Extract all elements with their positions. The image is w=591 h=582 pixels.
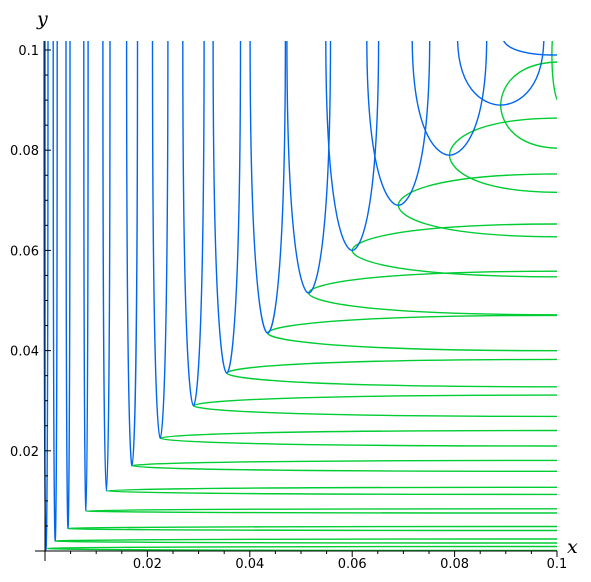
green-trajectory — [46, 545, 557, 552]
y-tick-label: 0.06 — [10, 244, 39, 259]
green-trajectories — [46, 41, 557, 552]
green-trajectory — [266, 314, 557, 352]
blue-trajectories — [43, 41, 557, 551]
green-trajectory — [131, 459, 557, 472]
green-trajectory — [448, 117, 557, 193]
blue-trajectory — [102, 41, 111, 492]
y-tick-label: 0.02 — [10, 445, 39, 460]
x-tick-label: 0.02 — [133, 557, 162, 572]
x-ticks: 0.02 0.04 0.06 0.08 0.1 — [70, 551, 568, 572]
blue-trajectory — [125, 41, 139, 467]
blue-trajectory — [151, 41, 169, 440]
blue-trajectory — [65, 41, 71, 530]
y-ticks: 0.02 0.04 0.06 0.08 0.1 — [10, 44, 51, 527]
green-trajectory — [307, 270, 557, 316]
x-tick-label: 0.04 — [235, 557, 264, 572]
blue-trajectory — [212, 41, 242, 374]
blue-trajectory — [52, 41, 58, 542]
green-trajectory — [105, 486, 557, 496]
green-trajectory — [54, 538, 557, 544]
green-trajectory — [192, 394, 557, 418]
blue-trajectory — [325, 41, 380, 252]
green-trajectory — [397, 173, 557, 238]
x-tick-label: 0.08 — [440, 557, 469, 572]
blue-trajectory — [182, 41, 205, 407]
blue-trajectory — [286, 41, 332, 294]
blue-trajectory — [43, 41, 49, 551]
green-trajectory — [226, 358, 557, 388]
green-trajectory — [85, 508, 557, 514]
blue-trajectory — [83, 41, 89, 512]
y-tick-label: 0.04 — [10, 345, 39, 360]
blue-trajectory — [366, 41, 431, 207]
x-tick-label: 0.06 — [338, 557, 367, 572]
blue-trajectory — [249, 41, 287, 334]
y-tick-label: 0.08 — [10, 144, 39, 159]
x-axis-label: x — [567, 536, 578, 558]
x-tick-label: 0.1 — [547, 557, 568, 572]
y-axis-label: y — [36, 8, 48, 30]
blue-trajectory — [411, 41, 488, 156]
blue-trajectory — [457, 41, 545, 106]
green-trajectory — [67, 525, 557, 532]
blue-trajectory — [503, 41, 557, 56]
green-trajectory — [159, 429, 557, 447]
y-tick-label: 0.1 — [18, 44, 39, 59]
green-trajectory — [351, 223, 557, 278]
